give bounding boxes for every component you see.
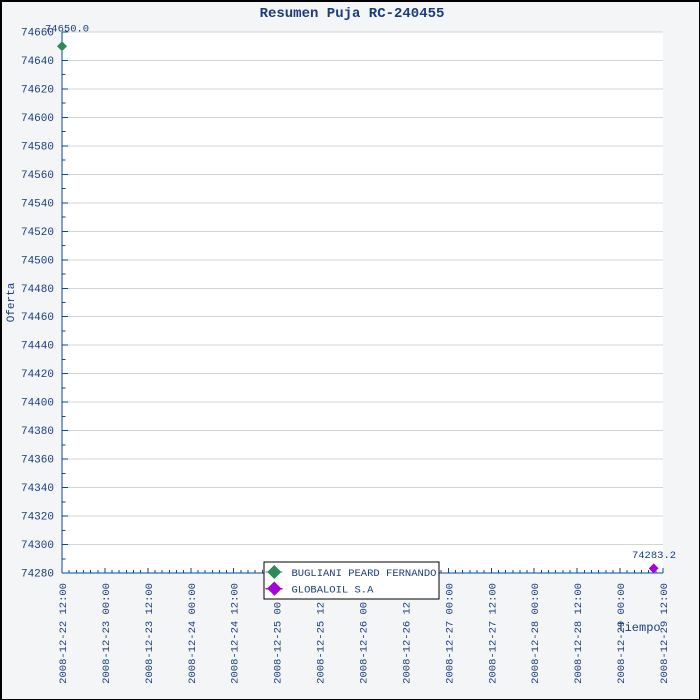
svg-text:74340: 74340 (20, 483, 53, 495)
svg-text:74400: 74400 (20, 397, 53, 409)
svg-text:74320: 74320 (20, 511, 53, 523)
svg-text:BUGLIANI PEARD FERNANDO: BUGLIANI PEARD FERNANDO (291, 567, 436, 579)
svg-text:2008-12-23 00:00: 2008-12-23 00:00 (100, 583, 112, 684)
svg-text:2008-12-22 12:00: 2008-12-22 12:00 (58, 583, 70, 684)
svg-text:74560: 74560 (20, 169, 53, 181)
svg-text:2008-12-29 12:00: 2008-12-29 12:00 (659, 583, 671, 684)
svg-text:74283.2: 74283.2 (631, 549, 675, 561)
svg-text:74540: 74540 (20, 198, 53, 210)
svg-text:2008-12-24 00:00: 2008-12-24 00:00 (186, 583, 198, 684)
svg-text:74460: 74460 (20, 312, 53, 324)
svg-text:2008-12-28 12:00: 2008-12-28 12:00 (573, 583, 585, 684)
svg-text:Resumen Puja RC-240455: Resumen Puja RC-240455 (259, 6, 444, 22)
svg-text:2008-12-27 12:00: 2008-12-27 12:00 (487, 583, 499, 684)
svg-text:2008-12-28 00:00: 2008-12-28 00:00 (530, 583, 542, 684)
svg-text:74620: 74620 (20, 84, 53, 96)
svg-text:74380: 74380 (20, 426, 53, 438)
svg-text:Tiempo: Tiempo (617, 621, 660, 635)
svg-text:74440: 74440 (20, 340, 53, 352)
svg-text:Oferta: Oferta (6, 282, 18, 322)
svg-text:74360: 74360 (20, 454, 53, 466)
svg-text:74640: 74640 (20, 55, 53, 67)
svg-text:2008-12-27 00:00: 2008-12-27 00:00 (444, 583, 456, 684)
svg-text:GLOBALOIL S.A: GLOBALOIL S.A (291, 584, 374, 596)
svg-text:74580: 74580 (20, 141, 53, 153)
svg-text:74650.0: 74650.0 (45, 23, 89, 35)
svg-text:74480: 74480 (20, 283, 53, 295)
svg-text:74300: 74300 (20, 540, 53, 552)
svg-text:74420: 74420 (20, 369, 53, 381)
svg-text:74520: 74520 (20, 226, 53, 238)
svg-text:74600: 74600 (20, 112, 53, 124)
svg-text:2008-12-23 12:00: 2008-12-23 12:00 (143, 583, 155, 684)
svg-text:2008-12-24 12:00: 2008-12-24 12:00 (229, 583, 241, 684)
svg-text:74500: 74500 (20, 255, 53, 267)
svg-text:74280: 74280 (20, 568, 53, 580)
